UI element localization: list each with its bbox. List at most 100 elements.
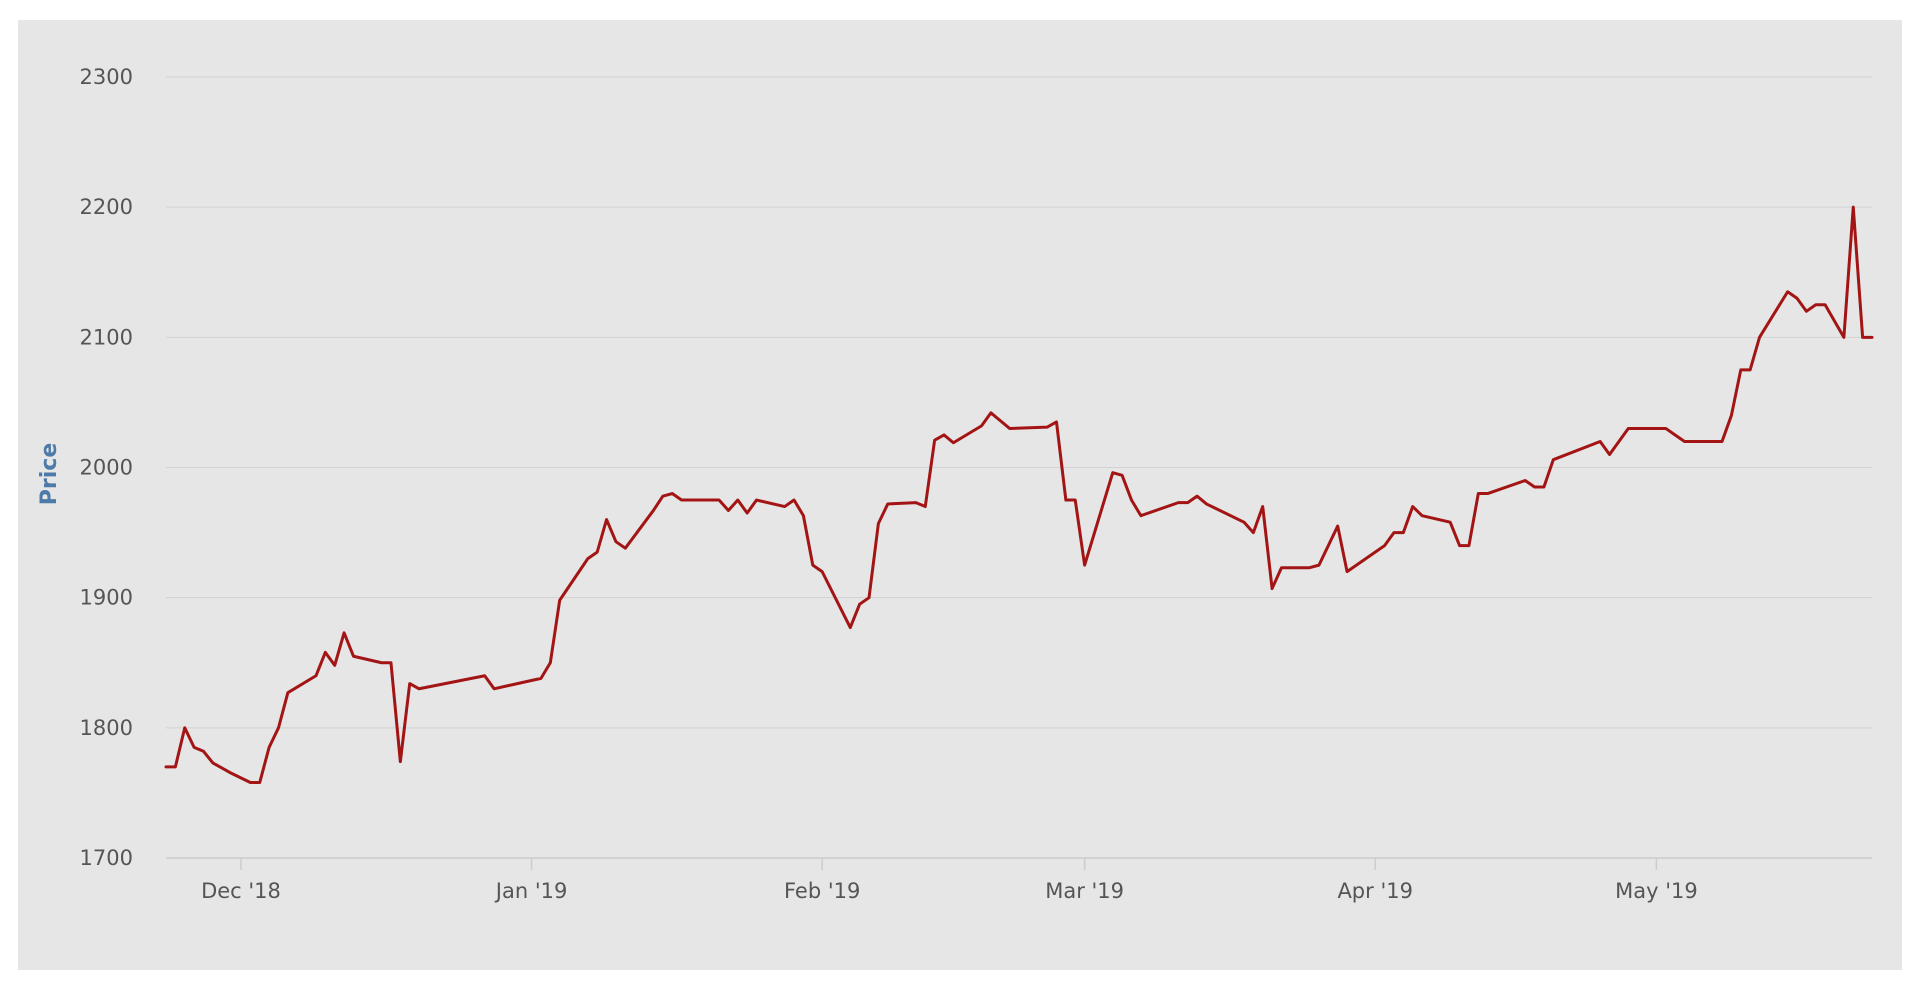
data-point[interactable] xyxy=(211,761,215,765)
data-point[interactable] xyxy=(1317,563,1321,567)
data-point[interactable] xyxy=(1523,479,1527,483)
data-point[interactable] xyxy=(1795,296,1799,300)
data-point[interactable] xyxy=(1861,335,1865,339)
data-point[interactable] xyxy=(539,676,543,680)
data-point[interactable] xyxy=(726,508,730,512)
data-point[interactable] xyxy=(417,687,421,691)
data-point[interactable] xyxy=(1664,426,1668,430)
data-point[interactable] xyxy=(183,726,187,730)
data-point[interactable] xyxy=(1111,471,1115,475)
data-point[interactable] xyxy=(670,492,674,496)
data-point[interactable] xyxy=(398,760,402,764)
data-point[interactable] xyxy=(492,687,496,691)
data-point[interactable] xyxy=(942,433,946,437)
data-point[interactable] xyxy=(351,654,355,658)
data-point[interactable] xyxy=(1336,524,1340,528)
data-point[interactable] xyxy=(248,781,252,785)
data-point[interactable] xyxy=(1064,498,1068,502)
data-point[interactable] xyxy=(858,602,862,606)
data-point[interactable] xyxy=(1729,413,1733,417)
data-point[interactable] xyxy=(558,598,562,602)
data-point[interactable] xyxy=(680,498,684,502)
data-point[interactable] xyxy=(276,726,280,730)
data-point[interactable] xyxy=(1242,520,1246,524)
data-point[interactable] xyxy=(1720,439,1724,443)
data-point[interactable] xyxy=(164,765,168,769)
data-point[interactable] xyxy=(914,501,918,505)
data-point[interactable] xyxy=(1392,531,1396,535)
data-point[interactable] xyxy=(1401,531,1405,535)
data-point[interactable] xyxy=(595,550,599,554)
data-point[interactable] xyxy=(1420,514,1424,518)
data-point[interactable] xyxy=(1608,452,1612,456)
data-point[interactable] xyxy=(408,682,412,686)
data-point[interactable] xyxy=(820,570,824,574)
data-point[interactable] xyxy=(998,419,1002,423)
data-point[interactable] xyxy=(755,498,759,502)
data-point[interactable] xyxy=(980,424,984,428)
data-point[interactable] xyxy=(1186,501,1190,505)
data-point[interactable] xyxy=(1176,501,1180,505)
data-point[interactable] xyxy=(1083,563,1087,567)
data-point[interactable] xyxy=(1270,587,1274,591)
data-point[interactable] xyxy=(623,546,627,550)
data-point[interactable] xyxy=(1195,494,1199,498)
data-point[interactable] xyxy=(286,691,290,695)
data-point[interactable] xyxy=(933,438,937,442)
data-point[interactable] xyxy=(1054,420,1058,424)
data-point[interactable] xyxy=(333,663,337,667)
data-point[interactable] xyxy=(258,781,262,785)
data-point[interactable] xyxy=(1383,544,1387,548)
data-point[interactable] xyxy=(1261,505,1265,509)
data-point[interactable] xyxy=(848,626,852,630)
data-point[interactable] xyxy=(389,661,393,665)
data-point[interactable] xyxy=(1683,439,1687,443)
data-point[interactable] xyxy=(201,749,205,753)
data-point[interactable] xyxy=(1870,335,1874,339)
data-point[interactable] xyxy=(1654,426,1658,430)
data-point[interactable] xyxy=(1542,485,1546,489)
data-point[interactable] xyxy=(483,674,487,678)
data-point[interactable] xyxy=(1739,368,1743,372)
data-point[interactable] xyxy=(1814,303,1818,307)
series-group[interactable] xyxy=(164,205,1874,784)
data-point[interactable] xyxy=(1467,544,1471,548)
data-point[interactable] xyxy=(717,498,721,502)
data-point[interactable] xyxy=(1120,473,1124,477)
data-point[interactable] xyxy=(1251,531,1255,535)
data-point[interactable] xyxy=(230,771,234,775)
data-point[interactable] xyxy=(867,596,871,600)
data-point[interactable] xyxy=(989,411,993,415)
data-point[interactable] xyxy=(1823,303,1827,307)
data-point[interactable] xyxy=(342,631,346,635)
data-point[interactable] xyxy=(1533,485,1537,489)
data-point[interactable] xyxy=(745,511,749,515)
data-point[interactable] xyxy=(783,505,787,509)
data-point[interactable] xyxy=(736,498,740,502)
data-point[interactable] xyxy=(1748,368,1752,372)
data-point[interactable] xyxy=(1129,498,1133,502)
data-point[interactable] xyxy=(605,518,609,522)
data-point[interactable] xyxy=(1073,498,1077,502)
data-point[interactable] xyxy=(811,563,815,567)
data-point[interactable] xyxy=(1786,290,1790,294)
data-point[interactable] xyxy=(614,540,618,544)
data-point[interactable] xyxy=(267,745,271,749)
data-point[interactable] xyxy=(192,745,196,749)
data-point[interactable] xyxy=(923,505,927,509)
data-point[interactable] xyxy=(1551,458,1555,462)
data-point[interactable] xyxy=(314,674,318,678)
series-line[interactable] xyxy=(164,205,1874,784)
data-point[interactable] xyxy=(1204,502,1208,506)
data-point[interactable] xyxy=(1139,514,1143,518)
data-point[interactable] xyxy=(1476,492,1480,496)
data-point[interactable] xyxy=(801,514,805,518)
data-point[interactable] xyxy=(1673,433,1677,437)
data-point[interactable] xyxy=(1308,566,1312,570)
data-point[interactable] xyxy=(792,498,796,502)
data-point[interactable] xyxy=(586,557,590,561)
data-point[interactable] xyxy=(651,508,655,512)
data-point[interactable] xyxy=(548,661,552,665)
data-point[interactable] xyxy=(1411,505,1415,509)
data-point[interactable] xyxy=(1598,439,1602,443)
